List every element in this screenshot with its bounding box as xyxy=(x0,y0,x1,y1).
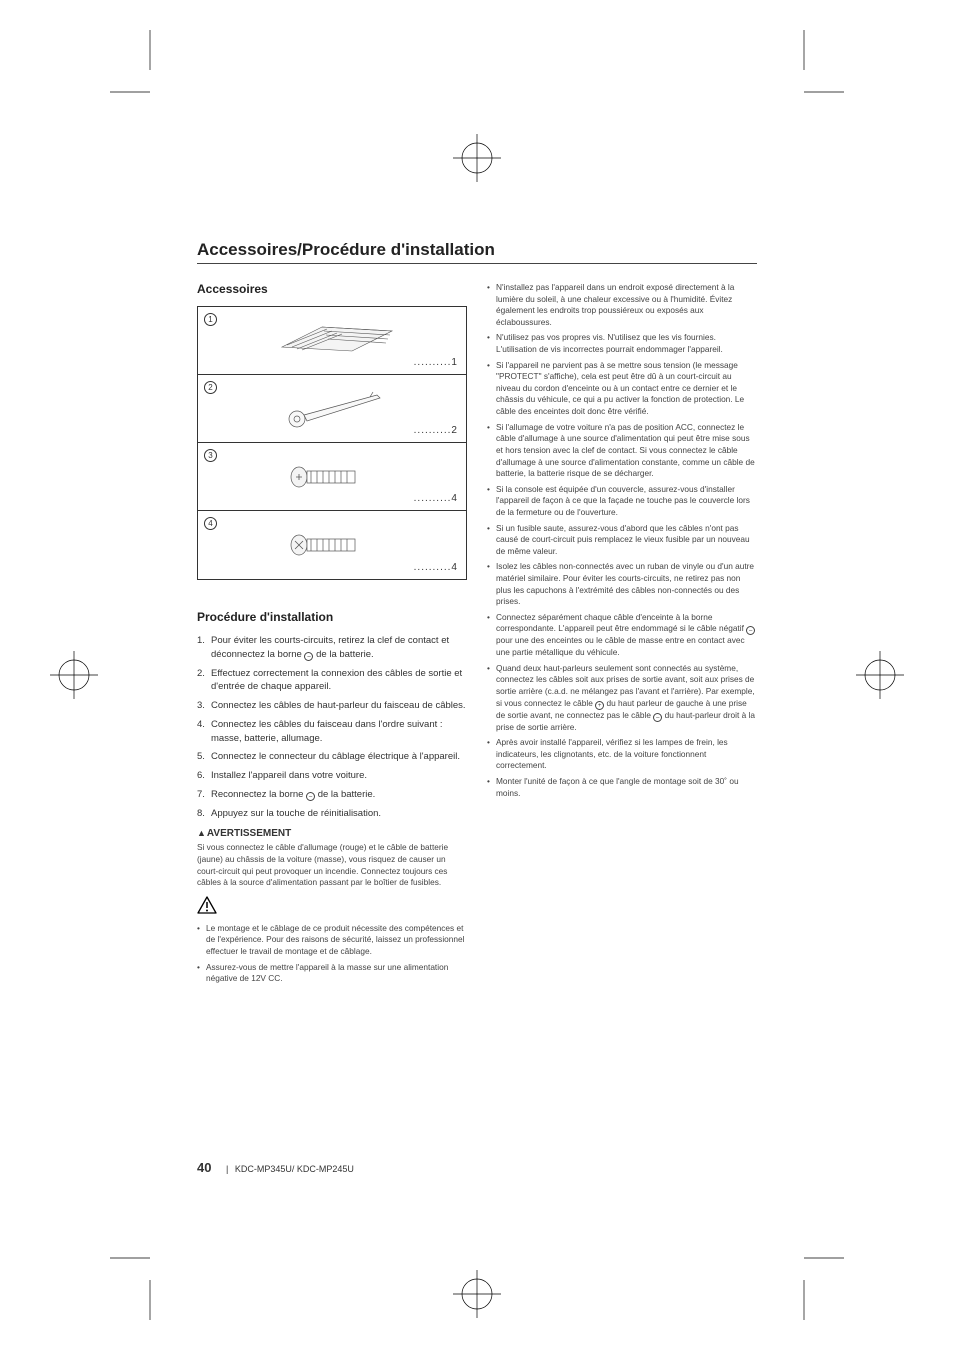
accessory-qty: ..........4 xyxy=(414,562,458,573)
caution-item: Si la console est équipée d'un couvercle… xyxy=(487,484,757,519)
procedure-step: Connectez les câbles de haut-parleur du … xyxy=(197,699,467,713)
procedure-list: Pour éviter les courts-circuits, retirez… xyxy=(197,634,467,820)
accessory-row: 1 ..........1 xyxy=(198,307,466,375)
page-number: 40 xyxy=(197,1160,211,1175)
screw-a-icon xyxy=(287,460,377,494)
caution-icon xyxy=(197,896,217,914)
caution-item: Si un fusible saute, assurez-vous d'abor… xyxy=(487,523,757,558)
minus-icon: – xyxy=(304,652,313,661)
procedure-step: Installez l'appareil dans votre voiture. xyxy=(197,769,467,783)
minus-icon: – xyxy=(306,792,315,801)
harness-icon xyxy=(262,317,402,365)
procedure-heading: Procédure d'installation xyxy=(197,610,467,624)
procedure-step: Appuyez sur la touche de réinitialisatio… xyxy=(197,807,467,821)
accessory-row: 2 ..........2 xyxy=(198,375,466,443)
procedure-step: Effectuez correctement la connexion des … xyxy=(197,667,467,695)
minus-icon: – xyxy=(746,626,755,635)
key-tool-icon xyxy=(262,385,402,433)
procedure-step: Pour éviter les courts-circuits, retirez… xyxy=(197,634,467,662)
caution-item: N'utilisez pas vos propres vis. N'utilis… xyxy=(487,332,757,355)
accessory-number: 1 xyxy=(204,313,217,326)
caution-list-left: Le montage et le câblage de ce produit n… xyxy=(197,923,467,985)
procedure-step: Reconnectez la borne – de la batterie. xyxy=(197,788,467,802)
plus-icon: + xyxy=(595,701,604,710)
accessory-number: 2 xyxy=(204,381,217,394)
caution-item: Si l'allumage de votre voiture n'a pas d… xyxy=(487,422,757,480)
accessory-number: 4 xyxy=(204,517,217,530)
accessories-table: 1 ..........1 2 xyxy=(197,306,467,580)
accessory-qty: ..........4 xyxy=(414,493,458,504)
procedure-step: Connectez le connecteur du câblage élect… xyxy=(197,750,467,764)
caution-item: Si l'appareil ne parvient pas à se mettr… xyxy=(487,360,757,418)
caution-item: Connectez séparément chaque câble d'ence… xyxy=(487,612,757,659)
warning-text: Si vous connectez le câble d'allumage (r… xyxy=(197,842,467,888)
accessory-qty: ..........1 xyxy=(414,357,458,368)
caution-item: Isolez les câbles non-connectés avec un … xyxy=(487,561,757,607)
page-footer: 40 | KDC-MP345U/ KDC-MP245U xyxy=(197,1160,354,1175)
accessory-row: 3 ..........4 xyxy=(198,443,466,511)
accessory-number: 3 xyxy=(204,449,217,462)
procedure-step: Connectez les câbles du faisceau dans l'… xyxy=(197,718,467,746)
minus-icon: – xyxy=(653,713,662,722)
accessories-heading: Accessoires xyxy=(197,282,467,296)
caution-item: Le montage et le câblage de ce produit n… xyxy=(197,923,467,958)
caution-item: Après avoir installé l'appareil, vérifie… xyxy=(487,737,757,772)
caution-item: N'installez pas l'appareil dans un endro… xyxy=(487,282,757,328)
caution-item: Monter l'unité de façon à ce que l'angle… xyxy=(487,776,757,799)
warning-heading: AVERTISSEMENT xyxy=(197,828,467,839)
accessory-row: 4 ..........4 xyxy=(198,511,466,579)
page-title: Accessoires/Procédure d'installation xyxy=(197,240,757,260)
caution-item: Assurez-vous de mettre l'appareil à la m… xyxy=(197,962,467,985)
footer-separator: | xyxy=(226,1164,228,1174)
right-column: N'installez pas l'appareil dans un endro… xyxy=(487,282,757,989)
accessory-qty: ..........2 xyxy=(414,425,458,436)
footer-models: KDC-MP345U/ KDC-MP245U xyxy=(235,1164,354,1174)
caution-item: Quand deux haut-parleurs seulement sont … xyxy=(487,663,757,733)
title-rule xyxy=(197,263,757,264)
left-column: Accessoires 1 ..........1 xyxy=(197,282,467,989)
screw-b-icon xyxy=(287,528,377,562)
caution-list-right: N'installez pas l'appareil dans un endro… xyxy=(487,282,757,799)
